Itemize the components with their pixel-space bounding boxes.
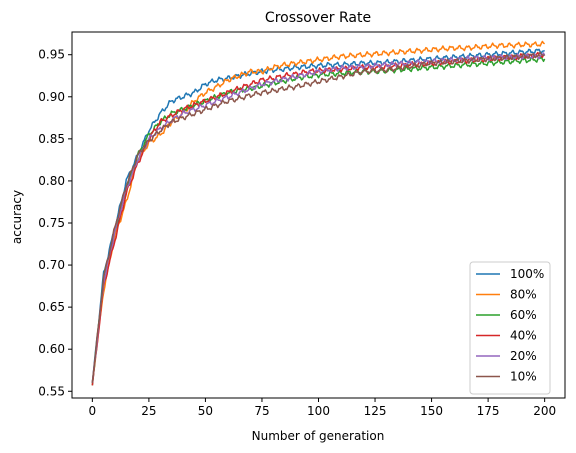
y-tick-label: 0.95 — [38, 48, 65, 62]
y-tick-label: 0.90 — [38, 90, 65, 104]
y-axis-label: accuracy — [10, 190, 24, 244]
x-tick-label: 150 — [420, 404, 443, 418]
y-tick-label: 0.55 — [38, 384, 65, 398]
legend-label: 80% — [510, 288, 537, 302]
legend-label: 40% — [510, 329, 537, 343]
legend-entries: 100% 80% 60% 40% 20% 10% — [476, 267, 544, 384]
x-tick-label: 200 — [533, 404, 556, 418]
y-tick-label: 0.85 — [38, 132, 65, 146]
series-line-1 — [91, 48, 545, 383]
series-line-6 — [91, 51, 546, 383]
x-tick-label: 125 — [364, 404, 387, 418]
axes: 0 25 50 75 100 125 150 175 200 0.55 0.60 0.65 0.70 0.… — [38, 31, 566, 418]
y-tick-label: 0.60 — [38, 342, 65, 356]
legend-label: 10% — [510, 370, 537, 384]
x-tick-label: 0 — [89, 404, 97, 418]
x-tick-label: 100 — [307, 404, 330, 418]
legend-label: 20% — [510, 349, 537, 363]
legend: 100% 80% 60% 40% 20% 10% — [469, 261, 551, 395]
chart-title: Crossover Rate — [265, 10, 371, 26]
x-tick-label: 175 — [477, 404, 500, 418]
series-group — [91, 40, 546, 386]
legend-label: 100% — [510, 267, 544, 281]
x-tick-label: 25 — [141, 404, 156, 418]
y-tick-label: 0.70 — [38, 258, 65, 272]
legend-label: 60% — [510, 308, 537, 322]
x-axis-label: Number of generation — [252, 429, 385, 443]
y-tick-label: 0.80 — [38, 174, 65, 188]
y-tick-label: 0.65 — [38, 300, 65, 314]
y-tick-label: 0.75 — [38, 216, 65, 230]
x-tick-label: 50 — [198, 404, 213, 418]
series-line-5 — [91, 52, 546, 383]
x-tick-label: 75 — [254, 404, 269, 418]
series-line-2 — [91, 40, 546, 383]
